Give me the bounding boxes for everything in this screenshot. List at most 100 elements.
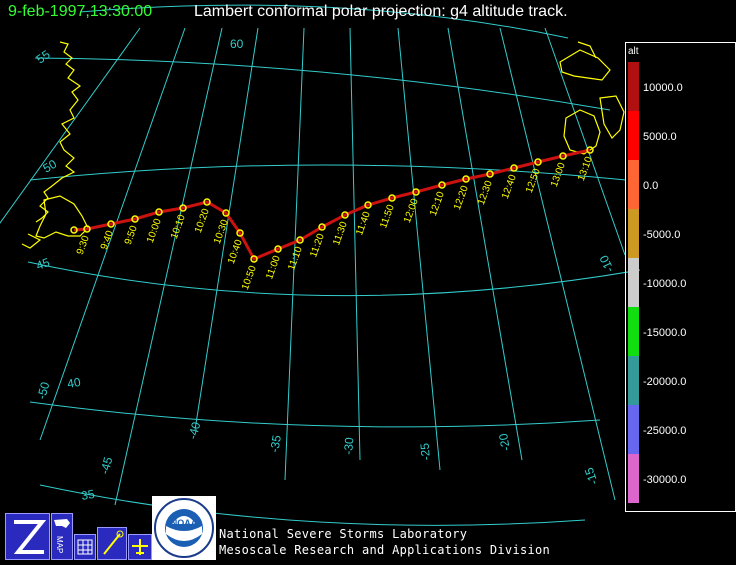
track-time-label: 10:50: [240, 264, 259, 292]
flight-track-line: [73, 148, 591, 261]
track-time-label: 10:10: [169, 213, 188, 241]
flight-track-markers: [70, 146, 594, 263]
latitude-line-60: [79, 4, 569, 39]
longitude-line-30: [349, 27, 361, 461]
pencil-icon: [103, 530, 124, 555]
coastline-nova-scotia: [21, 233, 42, 249]
track-waypoint-marker: [534, 158, 542, 166]
track-waypoint-marker: [236, 229, 244, 237]
track-waypoint-marker: [364, 201, 372, 209]
track-waypoint-marker: [412, 188, 420, 196]
coastline-iceland: [559, 49, 611, 81]
coastlines: [21, 41, 625, 249]
longitude-line-25: [397, 27, 441, 471]
latitude-line-50: [29, 164, 627, 181]
track-waypoint-marker: [296, 236, 304, 244]
legend-frame: [625, 42, 736, 512]
track-time-label: 12:10: [428, 190, 447, 218]
longitude-line-40: [194, 27, 259, 431]
coastline-scotland: [577, 41, 597, 59]
longitude-line-10: [544, 27, 626, 256]
track-time-label: 12:50: [524, 167, 543, 195]
longitude-label: -45: [97, 455, 115, 476]
longitude-line-45: [114, 27, 223, 506]
track-time-label: 9:50: [123, 224, 140, 246]
track-waypoint-marker: [559, 152, 567, 160]
legend-color-swatch: [628, 405, 639, 454]
track-waypoint-marker: [318, 223, 326, 231]
lat-lon-grid: [0, 4, 641, 526]
longitude-line-15: [499, 27, 616, 501]
latitude-line-35: [39, 484, 586, 526]
track-time-label: 11:00: [264, 254, 283, 281]
grid-button[interactable]: [74, 534, 96, 560]
legend-value-label: -30000.0: [643, 474, 687, 486]
track-waypoint-marker: [510, 164, 518, 172]
longitude-label: -25: [418, 442, 433, 461]
legend-color-swatch: [628, 307, 639, 356]
track-waypoint-marker: [586, 146, 594, 154]
track-waypoint-marker: [462, 175, 470, 183]
track-waypoint-marker: [203, 198, 211, 206]
legend-value-label: -10000.0: [643, 278, 687, 290]
noaa-logo: NOAA: [152, 496, 216, 560]
latitude-label: 55: [34, 47, 53, 66]
legend-value-label: 5000.0: [643, 131, 677, 143]
latitude-line-55: [34, 57, 611, 111]
latitude-line-40: [29, 401, 601, 428]
legend-value-label: -20000.0: [643, 376, 687, 388]
longitude-label: -20: [496, 432, 513, 452]
longitude-label: -10: [597, 253, 617, 275]
coastline-britain: [599, 95, 625, 139]
zoom-button[interactable]: [5, 513, 50, 560]
grid-icon: [77, 539, 93, 555]
legend-value-label: 0.0: [643, 180, 659, 192]
track-time-label: 12:30: [476, 179, 495, 207]
track-time-label: 12:20: [452, 184, 471, 212]
legend-value-label: -15000.0: [643, 327, 687, 339]
pencil-button[interactable]: [97, 527, 127, 560]
track-waypoint-marker: [341, 211, 349, 219]
flight-track-labels: 9:30 9:40 9:50 10:00 10:10 10:20 10:3010:4010:…: [75, 155, 595, 292]
track-waypoint-marker: [155, 208, 163, 216]
aircraft-button[interactable]: [128, 534, 152, 560]
track-time-label: 9:30: [75, 234, 92, 256]
latitude-label: 35: [80, 487, 96, 503]
map-title: Lambert conformal polar projection: g4 a…: [194, 3, 568, 20]
legend-value-label: -5000.0: [643, 229, 681, 241]
track-time-label: 11:40: [354, 210, 373, 237]
grid-labels: 60 55 50 45 40 35 -50 -45 -40 -35 -30 -25 -20 -15 -10: [34, 37, 617, 503]
latitude-label: 45: [34, 255, 52, 273]
track-time-label: 9:40: [99, 229, 116, 251]
map-button[interactable]: MAP: [51, 513, 73, 560]
track-waypoint-marker: [250, 255, 258, 263]
usa-map-icon: [54, 519, 70, 528]
legend-color-swatch: [628, 356, 639, 405]
legend-value-label: 10000.0: [643, 82, 683, 94]
map-button-label: MAP: [55, 536, 64, 554]
latitude-label: 60: [230, 37, 244, 51]
longitude-label: -30: [341, 436, 356, 455]
track-waypoint-marker: [274, 245, 282, 253]
footer-lab: National Severe Storms Laboratory: [219, 527, 468, 541]
track-time-label: 12:40: [500, 173, 519, 201]
coastline-newfoundland: [35, 195, 89, 239]
track-time-label: 10:40: [226, 238, 245, 266]
legend-color-swatch: [628, 160, 639, 209]
track-time-label: 10:30: [212, 218, 231, 246]
track-waypoint-marker: [70, 226, 78, 234]
track-time-label: 11:30: [331, 220, 350, 247]
track-time-label: 13:10: [576, 155, 595, 183]
track-waypoint-marker: [83, 225, 91, 233]
longitude-label: -40: [185, 420, 203, 441]
track-waypoint-marker: [107, 220, 115, 228]
legend-title: alt: [628, 46, 639, 57]
latitude-line-45: [27, 261, 641, 297]
track-time-label: 12:00: [402, 197, 421, 225]
longitude-line-50: [39, 27, 186, 441]
coastline-labrador: [35, 41, 82, 223]
track-time-label: 11:10: [286, 245, 305, 272]
legend-color-swatch: [628, 62, 639, 111]
legend-color-swatch: [628, 111, 639, 160]
coastline-ireland: [563, 109, 601, 155]
